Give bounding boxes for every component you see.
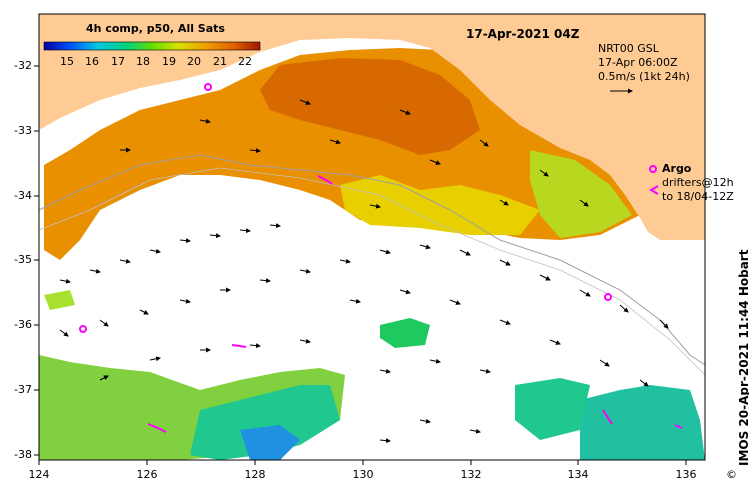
- sst-colder-region: [240, 425, 300, 460]
- sst-cold-region: [190, 385, 340, 460]
- x-tick-label: 126: [136, 468, 158, 481]
- y-tick-label: -37: [14, 383, 32, 396]
- y-tick-label: -34: [14, 189, 32, 202]
- colorbar-label: 16: [85, 55, 99, 68]
- drifters-date-label: to 18/04-12Z: [662, 190, 734, 203]
- shelf-contour: [38, 154, 706, 366]
- colorbar-label: 21: [213, 55, 227, 68]
- model-name: NRT00 GSL: [598, 42, 659, 55]
- argo-label: Argo: [662, 162, 692, 175]
- sst-east-cool: [580, 385, 705, 460]
- shelf-contour-2: [38, 167, 706, 376]
- sst-hot-core: [260, 58, 480, 155]
- y-tick-label: -33: [14, 124, 32, 137]
- colorbar-label: 15: [60, 55, 74, 68]
- drifters-label: drifters@12h: [662, 176, 734, 189]
- sst-mid-region-2: [530, 150, 632, 238]
- argo-float-marker: [204, 83, 212, 91]
- colorbar-label: 22: [238, 55, 252, 68]
- x-tick-label: 134: [567, 468, 589, 481]
- x-tick-label: 128: [244, 468, 266, 481]
- colorbar-label: 17: [111, 55, 125, 68]
- legend-title: 4h comp, p50, All Sats: [86, 22, 225, 35]
- colorbar-label: 19: [162, 55, 176, 68]
- current-vectors: [59, 99, 669, 444]
- x-tick-label: 124: [28, 468, 50, 481]
- map-title: 17-Apr-2021 04Z: [466, 27, 580, 41]
- drifter-legend-marker: [648, 185, 659, 195]
- argo-floats: [79, 83, 657, 333]
- land-australia: [39, 14, 705, 240]
- x-tick-label: 136: [675, 468, 697, 481]
- y-tick-label: -35: [14, 253, 32, 266]
- y-tick-label: -36: [14, 318, 32, 331]
- model-time: 17-Apr 06:00Z: [598, 56, 678, 69]
- y-tick-label: -32: [14, 59, 32, 72]
- sst-east-patch: [515, 378, 590, 440]
- sst-patch-36: [380, 318, 430, 348]
- colorbar-label: 18: [136, 55, 150, 68]
- plot-frame: [38, 13, 706, 461]
- axis-ticks: [34, 65, 687, 465]
- colorbar: [43, 41, 261, 51]
- current-scale-label: 0.5m/s (1kt 24h): [598, 70, 690, 83]
- argo-legend-marker: [649, 165, 657, 173]
- drifter-tracks: [147, 175, 683, 433]
- argo-float-marker: [604, 293, 612, 301]
- copyright-icon: ©: [726, 468, 737, 481]
- colorbar-label: 20: [187, 55, 201, 68]
- y-tick-label: -38: [14, 448, 32, 461]
- x-tick-label: 132: [460, 468, 482, 481]
- argo-float-marker: [79, 325, 87, 333]
- x-tick-label: 130: [352, 468, 374, 481]
- credit-text: IMOS 20-Apr-2021 11:44 Hobart: [737, 249, 749, 466]
- sst-west-patch: [44, 290, 75, 310]
